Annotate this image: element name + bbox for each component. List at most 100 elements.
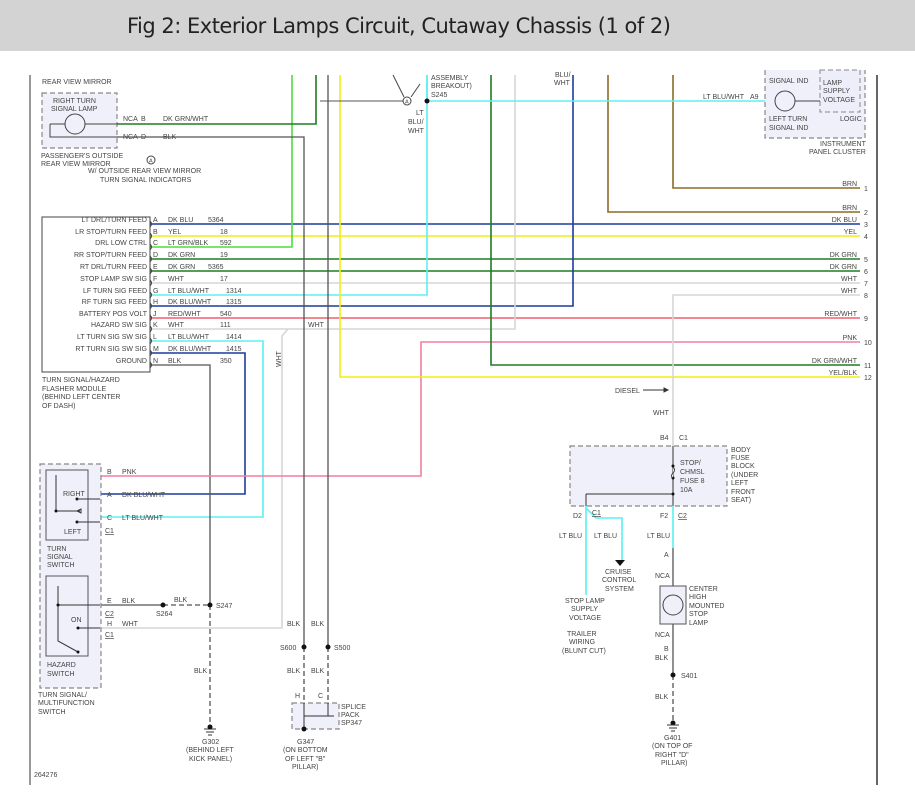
splice-label: S247	[216, 603, 232, 610]
lamp-label: SIGNAL LAMP	[51, 106, 98, 113]
wire-label: RED/WHT	[168, 311, 201, 318]
pin-label: G	[153, 288, 158, 295]
rear-view-mirror: REAR VIEW MIRROR RIGHT TURN SIGNAL LAMP …	[41, 79, 209, 184]
note-text: W/ OUTSIDE REAR VIEW MIRROR	[88, 168, 201, 175]
wire-label: LT BLU	[594, 533, 617, 540]
splice-s247	[207, 602, 213, 608]
cruise-label: CONTROL	[602, 577, 636, 584]
flasher-pin-row: STOP LAMP SW SIG F WHT 17	[80, 276, 228, 287]
splice-label: S264	[156, 611, 172, 618]
wire-label: LT GRN/BLK	[168, 240, 209, 247]
note-marker-icon	[402, 96, 412, 106]
fuse-block-name: FUSE	[731, 455, 750, 462]
fuse-label: STOP/	[680, 460, 701, 467]
right-wire-label: YEL	[844, 229, 857, 236]
pin-label: H	[153, 299, 158, 306]
chmsl-label: LAMP	[689, 620, 708, 627]
pin-label: F2	[660, 513, 668, 520]
cluster-name: INSTRUMENT	[820, 141, 867, 148]
splice-pack-label: PACK	[341, 712, 360, 719]
fuse-label: CHMSL	[680, 469, 705, 476]
flasher-pin-row: RF TURN SIG FEED H DK BLU/WHT 1315	[82, 299, 242, 310]
splice-s245	[424, 98, 430, 104]
trailer-label: TRAILER	[567, 631, 597, 638]
flasher-pin-function: LT DRL/TURN FEED	[82, 217, 147, 224]
wire-label: DK GRN/WHT	[163, 116, 209, 123]
wire-label: LT BLU	[559, 533, 582, 540]
wire-label: WHT	[653, 410, 670, 417]
circuit-number: 540	[220, 311, 232, 318]
cluster-label: SIGNAL IND	[769, 78, 808, 85]
diesel-label: DIESEL	[615, 388, 640, 395]
flasher-pin-function: STOP LAMP SW SIG	[80, 276, 147, 283]
flasher-pin-function: DRL LOW CTRL	[95, 240, 147, 247]
wire-c	[100, 75, 293, 248]
wire-n	[100, 364, 211, 605]
body-fuse-block: DIESEL WHT B4 C1 STOP/ CHMSL FUSE 8 10A …	[559, 387, 758, 655]
right-wire-number: 6	[864, 269, 868, 276]
splice-label: S600	[280, 645, 296, 652]
wire-label: DK GRN	[168, 252, 195, 259]
flasher-pin-row: GROUND N BLK 350	[116, 358, 232, 369]
pin-label: B	[664, 646, 669, 653]
wire-label: WHT	[168, 276, 185, 283]
fuse-block-name: SEAT)	[731, 497, 751, 504]
right-wire-label: WHT	[841, 288, 858, 295]
right-wire-number: 5	[864, 257, 868, 264]
nca-label: NCA	[123, 116, 138, 123]
cluster-name: PANEL CLUSTER	[809, 149, 866, 156]
pin-label: L	[153, 334, 157, 341]
chmsl-label: HIGH	[689, 594, 707, 601]
cluster-label: LAMP	[823, 80, 842, 87]
figure-title: Fig 2: Exterior Lamps Circuit, Cutaway C…	[127, 13, 671, 38]
flasher-pin-function: GROUND	[116, 358, 147, 365]
wire-label: BLU/	[408, 119, 424, 126]
center-high-mounted-stop-lamp: A NCA CENTER HIGH MOUNTED STOP LAMP NCA …	[652, 552, 724, 767]
circuit-number: 18	[220, 229, 228, 236]
flasher-pin-row: LT TURN SIG SW SIG L LT BLU/WHT 1414	[77, 334, 242, 345]
flasher-box	[41, 216, 151, 373]
wire-label: BLU/	[555, 72, 571, 79]
wire-label: WHT	[408, 128, 425, 135]
right-wire-label: DK GRN	[830, 252, 857, 259]
fuse-label: FUSE 8	[680, 478, 705, 485]
pin-label: K	[153, 322, 158, 329]
wire-k	[100, 75, 516, 330]
pin-label: N	[153, 358, 158, 365]
ground-label: (ON BOTTOM	[283, 747, 328, 754]
pin-label: E	[153, 264, 158, 271]
connector-label: C1	[105, 632, 114, 639]
cluster-label: LOGIC	[840, 116, 862, 123]
switch-label: SWITCH	[47, 562, 75, 569]
wire-label: BLK	[163, 134, 177, 141]
right-wire-number: 4	[864, 234, 868, 241]
wire-label: LT BLU	[647, 533, 670, 540]
flasher-caption: OF DASH)	[42, 403, 75, 410]
lamp-label: RIGHT TURN	[53, 98, 96, 105]
ground-label: G347	[297, 739, 314, 746]
switch-caption: SWITCH	[38, 709, 66, 716]
fuse-label: 10A	[680, 487, 693, 494]
arrow-down-icon	[615, 560, 625, 566]
fuse-block-name: FRONT	[731, 489, 756, 496]
nca-label: NCA	[655, 573, 670, 580]
wire-l	[100, 340, 264, 518]
wires	[100, 75, 860, 727]
flasher-pin-function: RR STOP/TURN FEED	[74, 252, 147, 259]
fuse-icon	[671, 466, 675, 479]
right-wire-label: PNK	[843, 335, 858, 342]
right-wire-number: 12	[864, 375, 872, 382]
wire-label: BLK	[655, 655, 669, 662]
figure-id: 264276	[34, 772, 57, 779]
flasher-pin-row: LR STOP/TURN FEED B YEL 18	[75, 229, 228, 240]
wire-label: BLK	[168, 358, 182, 365]
pin-label: A	[107, 492, 112, 499]
right-wire-label: BRN	[842, 181, 857, 188]
wire-label: LT	[416, 110, 424, 117]
wire-label: BLK	[655, 694, 669, 701]
wire-label: WHT	[168, 322, 185, 329]
hazard-switch-box	[45, 575, 89, 657]
right-wire-number: 2	[864, 210, 868, 217]
wire-pnk-10	[100, 341, 860, 477]
switch-label: TURN	[47, 546, 66, 553]
